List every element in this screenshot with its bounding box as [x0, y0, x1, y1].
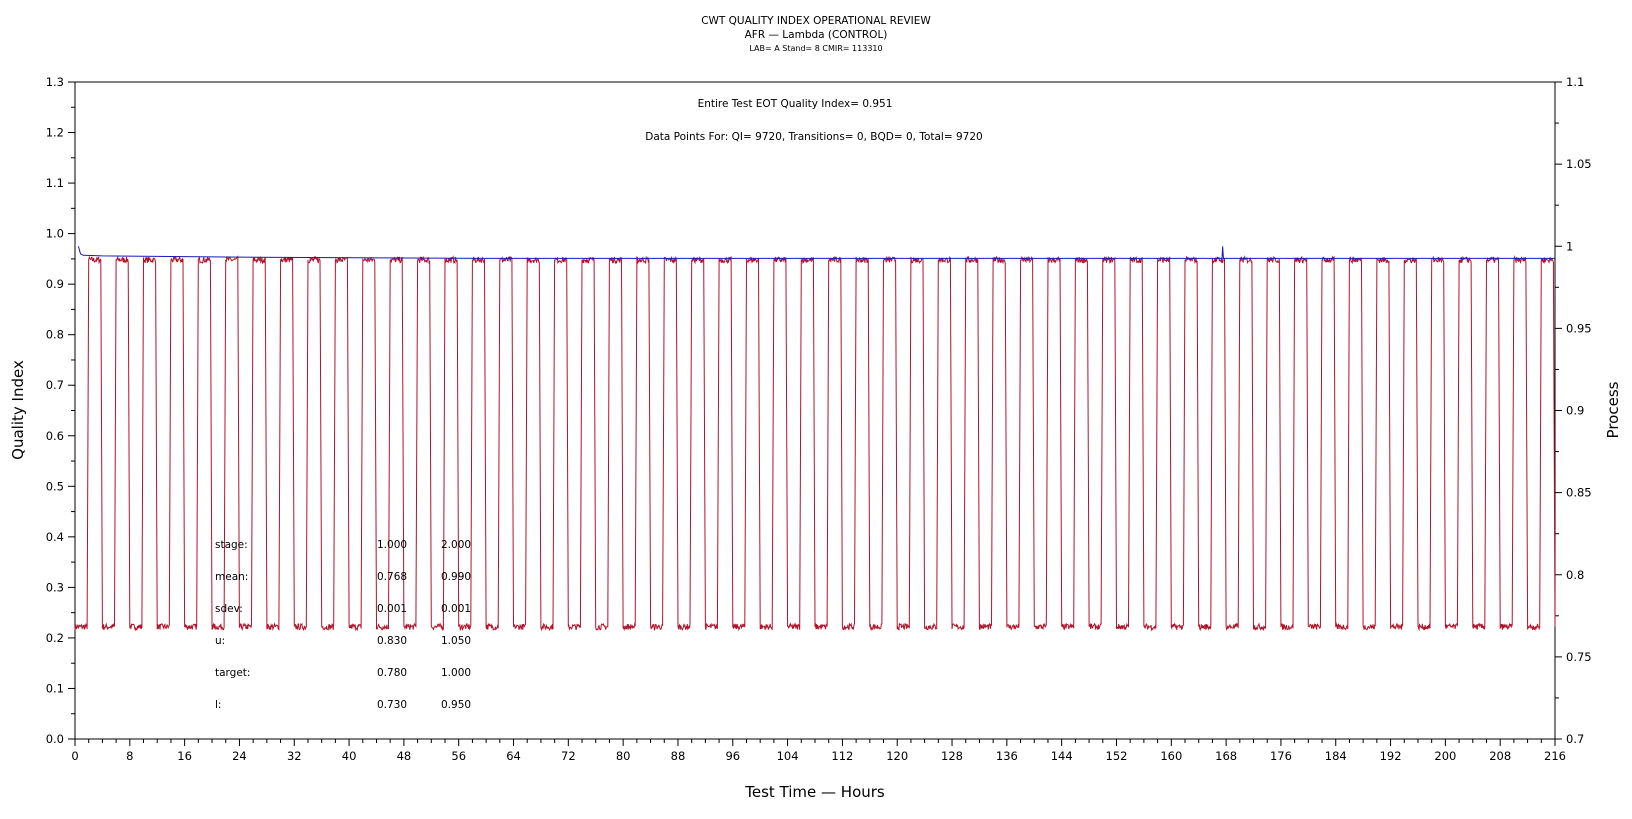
x-tick-label: 160 [1160, 749, 1182, 763]
stats-row-stage2-value: 0.950 [441, 699, 471, 711]
y-tick-label: 1.2 [46, 126, 64, 140]
chart-title: CWT QUALITY INDEX OPERATIONAL REVIEW [701, 15, 931, 27]
stats-row-stage2-value: 2.000 [441, 539, 471, 551]
x-tick-label: 96 [725, 749, 740, 763]
x-tick-label: 72 [561, 749, 576, 763]
x-tick-label: 200 [1434, 749, 1456, 763]
chart-subsubtitle: LAB= A Stand= 8 CMIR= 113310 [749, 44, 882, 53]
x-tick-label: 152 [1106, 749, 1128, 763]
stats-row-label: target: [215, 667, 250, 679]
x-axis: 0 8 16 24 32 40 48 56 64 72 80 88 96 104 112 120 128 136 1… [71, 739, 1566, 763]
x-tick-label: 56 [451, 749, 466, 763]
y-tick-label: 0.9 [46, 277, 64, 291]
series-layer [74, 246, 1556, 632]
stats-row-label: sdev: [215, 603, 243, 615]
stats-row-stage2-value: 0.990 [441, 571, 471, 583]
y-tick-label: 0.3 [46, 580, 64, 594]
y-axis-right: 0.7 0.75 0.8 0.85 0.9 0.95 1 1.05 1.1 [1555, 75, 1592, 746]
stats-row-stage2-value: 1.050 [441, 635, 471, 647]
y2-tick-label: 1.1 [1566, 75, 1584, 89]
x-tick-label: 80 [616, 749, 631, 763]
y-tick-label: 0.8 [46, 328, 64, 342]
x-tick-label: 168 [1215, 749, 1237, 763]
x-tick-label: 0 [71, 749, 78, 763]
y2-tick-label: 0.9 [1566, 404, 1584, 418]
stats-row-stage1-value: 1.000 [377, 539, 407, 551]
x-tick-label: 32 [287, 749, 302, 763]
data-points-annotation: Data Points For: QI= 9720, Transitions= … [645, 131, 982, 143]
y-tick-label: 0.0 [46, 732, 64, 746]
x-tick-label: 216 [1544, 749, 1566, 763]
x-tick-label: 88 [671, 749, 686, 763]
y-tick-label: 0.5 [46, 479, 64, 493]
y-tick-label: 1.3 [46, 75, 64, 89]
y2-tick-label: 0.8 [1566, 568, 1584, 582]
y2-axis-label: Process [1604, 381, 1622, 438]
x-tick-label: 24 [232, 749, 247, 763]
y-tick-label: 0.4 [46, 530, 64, 544]
x-tick-label: 136 [996, 749, 1018, 763]
plot-frame [74, 81, 1556, 740]
y2-tick-label: 1 [1566, 239, 1573, 253]
stats-row-label: l: [215, 699, 221, 711]
y2-tick-label: 0.95 [1566, 321, 1592, 335]
x-tick-label: 144 [1051, 749, 1073, 763]
stats-row-stage1-value: 0.830 [377, 635, 407, 647]
x-tick-label: 208 [1489, 749, 1511, 763]
process-series-line [77, 246, 1555, 259]
x-tick-label: 128 [941, 749, 963, 763]
y2-tick-label: 1.05 [1566, 157, 1592, 171]
quality-index-series-line [74, 254, 1556, 632]
y2-tick-label: 0.7 [1566, 732, 1584, 746]
y-axis-label: Quality Index [9, 360, 27, 460]
stats-row-stage1-value: 0.768 [377, 571, 407, 583]
x-tick-label: 184 [1325, 749, 1347, 763]
y-tick-label: 0.1 [46, 681, 64, 695]
x-tick-label: 112 [831, 749, 853, 763]
stats-row-stage2-value: 1.000 [441, 667, 471, 679]
stats-row-stage1-value: 0.780 [377, 667, 407, 679]
chart-subtitle: AFR — Lambda (CONTROL) [745, 29, 888, 41]
x-axis-label: Test Time — Hours [744, 783, 885, 801]
stats-row-stage1-value: 0.730 [377, 699, 407, 711]
x-tick-label: 40 [342, 749, 357, 763]
stats-row-label: mean: [215, 571, 248, 583]
stats-row-stage2-value: 0.001 [441, 603, 471, 615]
x-tick-label: 192 [1380, 749, 1402, 763]
x-tick-label: 64 [506, 749, 521, 763]
y-axis-left: 0.0 0.1 0.2 0.3 0.4 0.5 0.6 0.7 0.8 0.9 1.0 1.1 1.2 1… [46, 75, 75, 746]
x-tick-label: 48 [397, 749, 412, 763]
x-tick-label: 104 [777, 749, 799, 763]
y-tick-label: 0.7 [46, 378, 64, 392]
stats-table: stage: 1.000 2.000 mean: 0.768 0.990 sdev: 0.00… [215, 539, 471, 711]
stats-row-label: u: [215, 635, 225, 647]
stats-row-stage1-value: 0.001 [377, 603, 407, 615]
y-tick-label: 0.6 [46, 429, 64, 443]
y-tick-label: 1.0 [46, 227, 64, 241]
y-tick-label: 0.2 [46, 631, 64, 645]
stats-row-label: stage: [215, 539, 248, 551]
y2-tick-label: 0.85 [1566, 486, 1592, 500]
x-tick-label: 8 [126, 749, 133, 763]
y2-tick-label: 0.75 [1566, 650, 1592, 664]
y-tick-label: 1.1 [46, 176, 64, 190]
x-tick-label: 176 [1270, 749, 1292, 763]
x-tick-label: 16 [177, 749, 192, 763]
x-tick-label: 120 [886, 749, 908, 763]
eot-quality-index-annotation: Entire Test EOT Quality Index= 0.951 [698, 98, 893, 110]
